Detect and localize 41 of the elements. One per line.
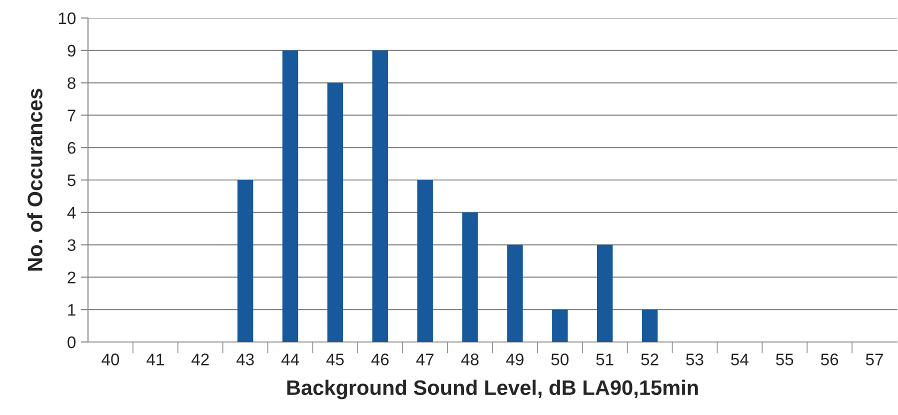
bar [552, 310, 568, 342]
y-tick-label: 3 [68, 239, 76, 252]
x-tick-label: 43 [236, 354, 254, 366]
y-tick-label: 0 [68, 336, 76, 348]
y-tick-label: 7 [68, 110, 76, 122]
y-tick-label: 9 [68, 44, 76, 57]
y-axis-title: No. of Occurances [27, 88, 42, 271]
y-tick-label: 6 [68, 142, 76, 154]
x-axis-title: Background Sound Level, dB LA90,15min [287, 380, 698, 400]
bar [596, 244, 613, 342]
x-tick-label: 55 [776, 354, 794, 366]
x-tick-label: 41 [146, 354, 164, 366]
bar [417, 180, 433, 342]
bar [327, 82, 344, 342]
bar [282, 50, 298, 342]
y-tick-label: 5 [68, 174, 76, 186]
y-tick-label: 8 [68, 77, 76, 90]
y-tick-label: 2 [68, 272, 76, 284]
y-tick-label: 4 [67, 206, 76, 218]
x-tick-label: 40 [102, 354, 120, 366]
x-tick-label: 50 [551, 354, 569, 366]
x-tick-label: 47 [416, 354, 434, 366]
x-tick-label: 44 [281, 354, 300, 366]
x-tick-label: 49 [506, 354, 524, 366]
bar [372, 50, 388, 342]
x-tick-label: 51 [596, 354, 614, 366]
bar [507, 244, 523, 342]
y-tick-label: 1 [68, 304, 76, 316]
x-tick-label: 56 [820, 354, 838, 366]
x-tick-label: 42 [191, 354, 209, 366]
x-tick-label: 48 [461, 354, 479, 366]
x-tick-label: 53 [686, 354, 704, 366]
x-tick-label: 57 [866, 354, 883, 366]
x-tick-label: 46 [371, 354, 389, 366]
y-tick-label: 10 [58, 12, 76, 24]
bar [237, 180, 254, 342]
x-tick-label: 45 [326, 354, 344, 366]
x-tick-label: 52 [641, 354, 658, 366]
bar [642, 310, 658, 342]
x-tick-label: 54 [731, 354, 748, 366]
bar [462, 212, 478, 342]
